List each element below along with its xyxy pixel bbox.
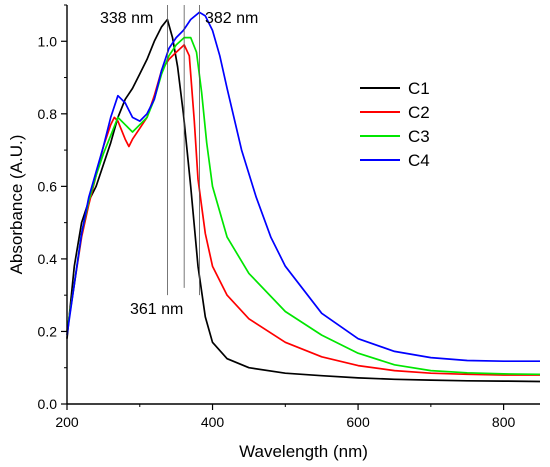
y-tick-label: 0.0 — [38, 396, 58, 412]
annotation-label: 361 nm — [130, 301, 183, 318]
y-ticks: 0.0 0.2 0.4 0.6 0.8 1.0 — [38, 4, 67, 412]
series-line-c3 — [66, 36, 541, 376]
x-tick-label: 600 — [346, 414, 370, 430]
series-line-c4 — [66, 11, 540, 363]
y-axis-title: Absorbance (A.U.) — [7, 135, 26, 275]
legend-label: C1 — [408, 79, 430, 98]
legend-label: C2 — [408, 103, 430, 122]
annotation-lines — [167, 5, 200, 296]
x-tick-label: 800 — [492, 414, 516, 430]
y-tick-label: 0.6 — [38, 178, 58, 194]
x-tick-label: 200 — [55, 414, 79, 430]
legend-label: C4 — [408, 151, 430, 170]
plot-lines — [66, 11, 541, 383]
x-axis-title: Wavelength (nm) — [239, 442, 368, 461]
annotation-labels: 338 nm 361 nm 382 nm — [100, 10, 258, 318]
series-line-c1 — [66, 18, 541, 383]
x-ticks: 200 400 600 800 — [55, 404, 516, 430]
x-tick-label: 400 — [201, 414, 225, 430]
annotation-label: 338 nm — [100, 10, 153, 27]
annotation-label: 382 nm — [205, 10, 258, 27]
legend: C1 C2 C3 C4 — [360, 79, 430, 170]
y-tick-label: 1.0 — [38, 33, 58, 49]
y-tick-label: 0.8 — [38, 106, 58, 122]
legend-label: C3 — [408, 127, 430, 146]
y-tick-label: 0.2 — [38, 323, 58, 339]
y-tick-label: 0.4 — [38, 251, 58, 267]
series-line-c2 — [66, 44, 540, 376]
axes-group — [66, 5, 540, 405]
